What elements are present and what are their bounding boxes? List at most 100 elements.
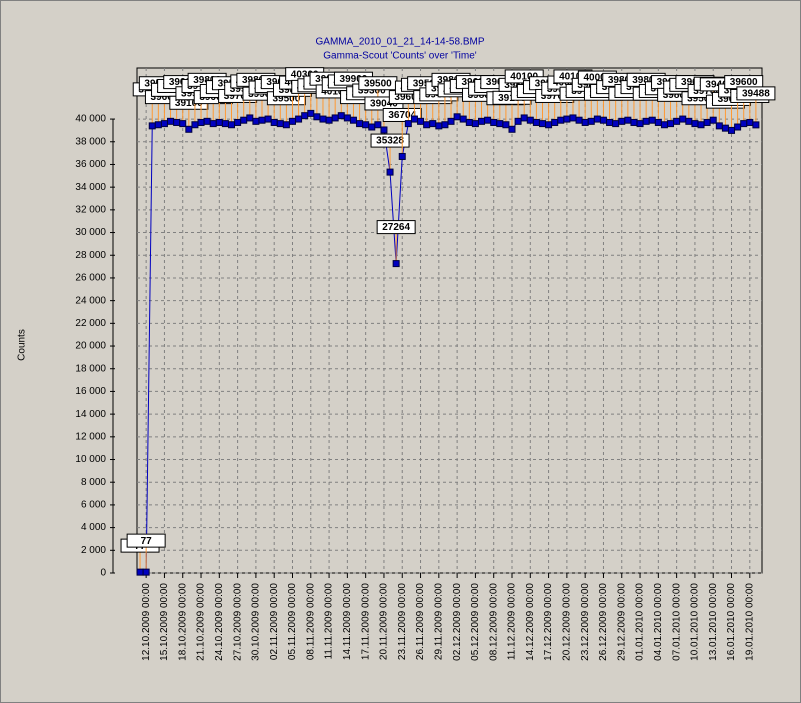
marker	[563, 115, 571, 123]
x-tick-label: 13.01.2010 00:00	[708, 583, 719, 661]
x-tick-label: 08.12.2009 00:00	[488, 583, 499, 661]
marker	[319, 115, 327, 123]
marker	[264, 115, 272, 123]
y-tick-label: 0	[100, 568, 106, 579]
x-tick-label: 04.01.2010 00:00	[653, 583, 664, 661]
x-tick-label: 14.12.2009 00:00	[525, 583, 536, 661]
x-tick-label: 29.12.2009 00:00	[616, 583, 627, 661]
data-label: 36704	[388, 110, 416, 121]
marker	[618, 117, 626, 125]
y-tick-label: 4 000	[81, 522, 106, 533]
marker	[228, 121, 236, 129]
marker	[148, 122, 156, 130]
marker	[307, 109, 315, 117]
marker	[673, 117, 681, 125]
marker	[404, 120, 412, 128]
y-tick-label: 8 000	[81, 477, 106, 488]
marker	[728, 126, 736, 134]
marker	[599, 116, 607, 124]
marker	[624, 116, 632, 124]
y-tick-label: 28 000	[75, 250, 106, 261]
marker	[691, 120, 699, 128]
data-label: 40100	[559, 72, 587, 83]
marker	[179, 120, 187, 128]
marker	[167, 117, 175, 125]
x-tick-label: 17.11.2009 00:00	[360, 583, 371, 661]
marker	[606, 118, 614, 126]
y-tick-label: 22 000	[75, 318, 106, 329]
marker	[191, 121, 199, 129]
marker	[185, 125, 193, 133]
x-tick-label: 05.11.2009 00:00	[287, 583, 298, 661]
marker	[337, 112, 345, 120]
marker	[484, 116, 492, 124]
marker	[508, 125, 516, 133]
data-label: 39800	[663, 90, 691, 101]
y-tick-label: 32 000	[75, 204, 106, 215]
y-tick-label: 30 000	[75, 227, 106, 238]
marker	[160, 120, 168, 128]
marker	[709, 116, 717, 124]
x-tick-label: 23.12.2009 00:00	[580, 583, 591, 661]
marker	[258, 116, 266, 124]
x-tick-label: 24.10.2009 00:00	[214, 583, 225, 661]
marker	[441, 121, 449, 129]
data-label: 39500	[687, 93, 715, 104]
marker	[465, 118, 473, 126]
marker	[368, 123, 376, 131]
marker	[532, 118, 540, 126]
y-tick-label: 2 000	[81, 545, 106, 556]
marker	[325, 116, 333, 124]
data-label: 40100	[321, 87, 349, 98]
marker	[374, 121, 382, 129]
x-tick-label: 20.11.2009 00:00	[379, 583, 390, 661]
marker	[197, 118, 205, 126]
data-label: 39500	[272, 93, 300, 104]
marker	[453, 113, 461, 121]
marker	[520, 114, 528, 122]
y-tick-label: 40 000	[75, 114, 106, 125]
marker	[478, 117, 486, 125]
marker	[343, 114, 351, 122]
y-tick-label: 34 000	[75, 182, 106, 193]
marker	[557, 116, 565, 124]
x-tick-label: 10.01.2010 00:00	[690, 583, 701, 661]
marker	[417, 117, 425, 125]
data-label: 39700	[541, 91, 569, 102]
marker	[697, 121, 705, 129]
data-label: 40100	[510, 72, 538, 83]
marker	[221, 120, 229, 128]
data-label: 39600	[394, 92, 422, 103]
marker	[593, 115, 601, 123]
x-tick-label: 08.11.2009 00:00	[305, 583, 316, 661]
x-tick-label: 12.10.2009 00:00	[141, 583, 152, 661]
x-tick-label: 01.01.2010 00:00	[635, 583, 646, 661]
marker	[386, 168, 394, 176]
marker	[459, 115, 467, 123]
marker	[740, 120, 748, 128]
marker	[313, 113, 321, 121]
marker	[667, 120, 675, 128]
marker	[246, 114, 254, 122]
x-tick-label: 02.11.2009 00:00	[269, 583, 280, 661]
y-tick-label: 10 000	[75, 454, 106, 465]
marker	[142, 568, 150, 576]
y-tick-label: 24 000	[75, 295, 106, 306]
y-tick-label: 16 000	[75, 386, 106, 397]
x-tick-label: 11.11.2009 00:00	[324, 583, 335, 660]
marker	[362, 121, 370, 129]
marker	[569, 114, 577, 122]
data-label: 40000	[583, 73, 611, 84]
marker	[203, 117, 211, 125]
marker	[502, 121, 510, 129]
x-tick-label: 11.12.2009 00:00	[507, 583, 518, 661]
x-tick-label: 26.12.2009 00:00	[598, 583, 609, 661]
marker	[660, 121, 668, 129]
marker	[679, 115, 687, 123]
x-tick-label: 30.10.2009 00:00	[251, 583, 262, 661]
data-label: 27264	[382, 222, 410, 233]
marker	[715, 122, 723, 130]
marker	[234, 118, 242, 126]
marker	[301, 112, 309, 120]
